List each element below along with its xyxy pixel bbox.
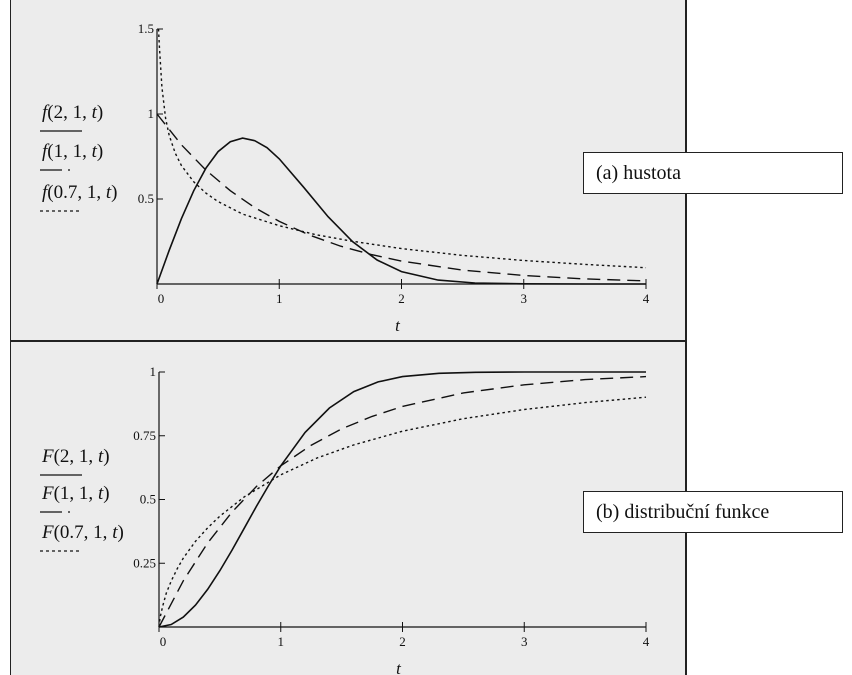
series-line-top-0 <box>156 137 646 285</box>
x-axis-label-bottom: t <box>396 659 402 675</box>
y-tick-label-bottom: 0.75 <box>133 428 156 443</box>
y-tick-label-bottom: 1 <box>150 364 157 379</box>
x-tick-label-top: 2 <box>398 291 405 306</box>
x-tick-label-bottom: 1 <box>278 634 285 649</box>
x-axis-label-top: t <box>395 316 401 335</box>
series-line-bottom-2 <box>158 396 647 628</box>
legend-label-top-2: f(0.7, 1, t) <box>42 182 117 203</box>
y-tick-label-top: 0.5 <box>138 191 154 206</box>
y-tick-label-bottom: 0.5 <box>140 492 156 507</box>
series-line-top-2 <box>157 28 647 269</box>
x-tick-label-top: 4 <box>643 291 650 306</box>
series-line-bottom-1 <box>158 375 647 628</box>
callout-top: (a) hustota <box>583 152 843 194</box>
legend-label-bottom-1: F(1, 1, t) <box>41 483 110 504</box>
legend-label-top-1: f(1, 1, t) <box>42 141 103 162</box>
x-tick-label-top: 0 <box>158 291 165 306</box>
legend-label-bottom-0: F(2, 1, t) <box>41 446 110 467</box>
bottom-panel <box>10 342 687 675</box>
x-tick-label-bottom: 0 <box>160 634 167 649</box>
x-tick-label-bottom: 4 <box>643 634 650 649</box>
series-line-bottom-0 <box>158 371 646 628</box>
legend-label-bottom-2: F(0.7, 1, t) <box>41 522 124 543</box>
top-panel <box>10 0 687 342</box>
y-tick-label-top: 1.5 <box>138 21 154 36</box>
y-tick-label-top: 1 <box>148 106 155 121</box>
x-tick-label-top: 3 <box>521 291 528 306</box>
x-tick-label-top: 1 <box>276 291 283 306</box>
callout-bottom: (b) distribuční funkce <box>583 491 843 533</box>
x-tick-label-bottom: 3 <box>521 634 528 649</box>
y-tick-label-bottom: 0.25 <box>133 555 156 570</box>
series-line-top-1 <box>156 113 647 282</box>
x-tick-label-bottom: 2 <box>399 634 406 649</box>
legend-label-top-0: f(2, 1, t) <box>42 102 103 123</box>
